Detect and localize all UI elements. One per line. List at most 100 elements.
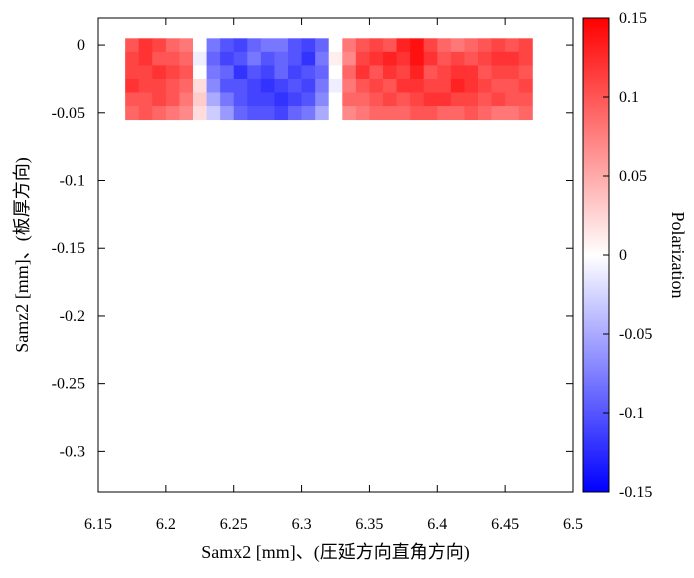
heatmap-cell [247,65,262,80]
colorbar-tick-label: 0.05 [619,168,647,185]
heatmap-cell [179,65,194,80]
heatmap-cell [355,51,370,66]
heatmap-cell [260,106,275,121]
heatmap-cell [206,106,221,121]
heatmap-cell [315,38,330,53]
heatmap-cell [491,78,506,93]
x-tick-label: 6.2 [156,516,176,533]
heatmap-cell [315,92,330,107]
heatmap-cell [450,51,465,66]
heatmap-cell [410,106,425,121]
heatmap-cell [505,51,520,66]
colorbar-tick-label: -0.15 [619,484,652,501]
heatmap-cell [369,106,384,121]
heatmap-cell [383,78,398,93]
heatmap-cell [301,106,316,121]
heatmap-cell [220,38,235,53]
heatmap-cell [423,92,438,107]
heatmap-cell [274,78,289,93]
heatmap-cell [315,51,330,66]
heatmap-cell [518,92,533,107]
heatmap-cell [450,38,465,53]
heatmap-cell [138,106,153,121]
heatmap-cell [518,51,533,66]
heatmap-cell [355,78,370,93]
heatmap-cell [125,38,140,53]
heatmap-cell [165,65,180,80]
heatmap-cell [125,106,140,121]
x-axis-label: Samx2 [mm]、(圧延方向直角方向) [201,542,469,563]
heatmap-cell [464,51,479,66]
heatmap-cell [233,51,248,66]
x-tick-label: 6.25 [220,516,248,533]
heatmap-cell [437,65,452,80]
heatmap-cell [315,78,330,93]
heatmap-cell [478,78,493,93]
x-tick-label: 6.15 [84,516,112,533]
heatmap-cell [301,65,316,80]
heatmap-cell [464,38,479,53]
y-tick-label: -0.3 [60,443,85,460]
heatmap-cell [328,92,343,107]
heatmap-cell [383,51,398,66]
heatmap-cell [383,38,398,53]
heatmap-cell [505,106,520,121]
heatmap-cell [464,106,479,121]
colorbar-tick-label: 0 [619,247,627,264]
heatmap-cell [260,92,275,107]
heatmap-cell [233,106,248,121]
heatmap-cell [369,65,384,80]
heatmap-cell [423,106,438,121]
heatmap-cell [220,51,235,66]
colorbar-label: Polarization [668,212,688,299]
heatmap-cell [260,51,275,66]
heatmap-cell [206,92,221,107]
heatmap-cell [274,51,289,66]
y-tick-label: -0.2 [60,308,85,325]
heatmap-cell [437,92,452,107]
heatmap-cell [165,106,180,121]
heatmap-cell [152,38,167,53]
heatmap-cell [301,78,316,93]
heatmap-cell [369,51,384,66]
heatmap-cell [193,78,208,93]
heatmap-cell [478,92,493,107]
heatmap-cell [179,106,194,121]
heatmap-cell [450,65,465,80]
colorbar-tick-label: 0.1 [619,89,639,106]
heatmap-cell [383,65,398,80]
heatmap-cell [247,92,262,107]
heatmap-cell [518,106,533,121]
heatmap-cell [260,65,275,80]
heatmap-cell [138,65,153,80]
plot-frame [97,17,574,493]
y-axis-label: Samz2 [mm]、(板厚方向) [12,157,33,352]
heatmap-cell [247,51,262,66]
heatmap-cell [423,51,438,66]
heatmap-cell [288,38,303,53]
heatmap-cell [505,65,520,80]
heatmap-cell [206,65,221,80]
heatmap-cell [423,38,438,53]
heatmap-cell [247,106,262,121]
heatmap-cell [220,92,235,107]
heatmap-cell [396,106,411,121]
heatmap-cell [410,78,425,93]
heatmap-cell [505,92,520,107]
heatmap-cell [165,38,180,53]
colorbar-ticks: 0.15 0.1 0.05 0 -0.05 -0.1 -0.15 [603,10,652,501]
heatmap-cell [233,65,248,80]
heatmap-cell [125,92,140,107]
heatmap-cell [369,38,384,53]
heatmap-cell [450,106,465,121]
heatmap-cell [193,38,208,53]
heatmap-cell [206,38,221,53]
heatmap-cell [220,65,235,80]
heatmap-cell [464,78,479,93]
heatmap-cell [301,92,316,107]
heatmap-cell [274,92,289,107]
heatmap-cell [328,106,343,121]
heatmap-cell [165,51,180,66]
heatmap-cell [315,65,330,80]
heatmap-cell [342,92,357,107]
